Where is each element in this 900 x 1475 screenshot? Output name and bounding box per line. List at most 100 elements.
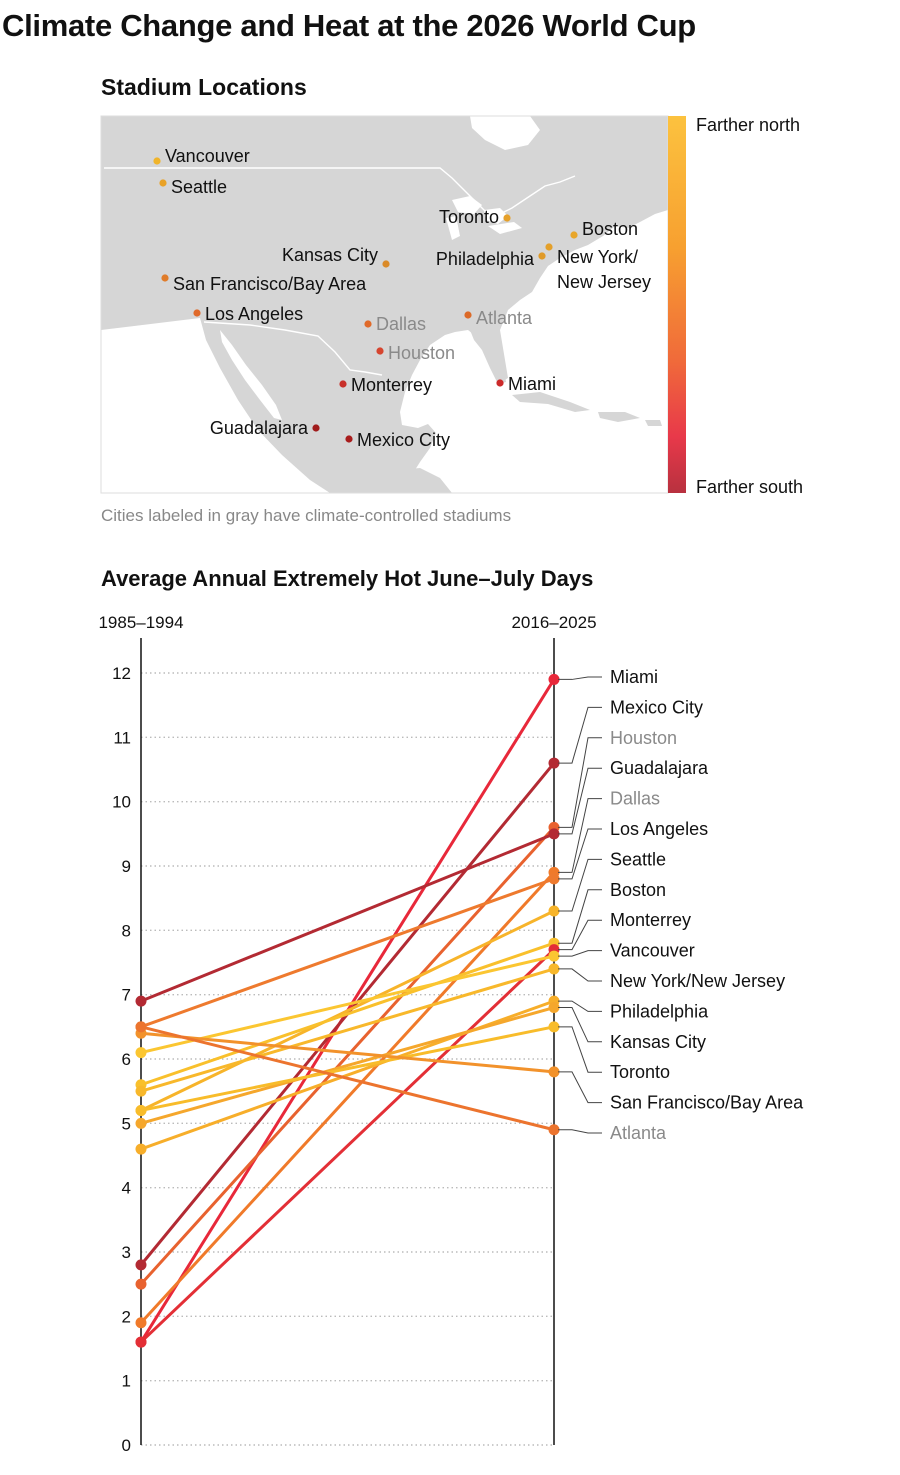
city-dot [464, 311, 472, 319]
label-leader [558, 1007, 602, 1043]
city-label: Mexico City [357, 430, 450, 450]
point-end [548, 1021, 560, 1033]
series-label: Guadalajara [610, 758, 709, 778]
city-label: Vancouver [165, 146, 250, 166]
label-leader [558, 798, 602, 873]
series-line [139, 1031, 556, 1074]
city-label: Miami [508, 374, 556, 394]
latitude-legend-bar [668, 116, 686, 493]
label-leader [558, 889, 602, 944]
label-leader [558, 968, 602, 982]
y-tick-label: 4 [122, 1179, 131, 1198]
label-leader [558, 950, 602, 957]
city-dot [153, 157, 161, 165]
x-label-right: 2016–2025 [511, 613, 596, 632]
y-tick-label: 8 [122, 921, 131, 940]
series-label: Philadelphia [610, 1001, 709, 1021]
point-start [135, 1047, 147, 1059]
point-end [548, 828, 560, 840]
series-label: Toronto [610, 1062, 670, 1082]
point-start [135, 1336, 147, 1348]
y-tick-label: 2 [122, 1307, 131, 1326]
city-label: Seattle [171, 177, 227, 197]
label-leader [558, 1026, 602, 1073]
city-label: Kansas City [282, 245, 378, 265]
series-line [139, 967, 556, 1093]
series-label: Boston [610, 880, 666, 900]
city-label: Houston [388, 343, 455, 363]
series-line [139, 1006, 556, 1125]
map-note: Cities labeled in gray have climate-cont… [101, 506, 512, 525]
city-dot [570, 231, 578, 239]
point-start [135, 1278, 147, 1290]
chart-title: Average Annual Extremely Hot June–July D… [101, 566, 594, 591]
y-tick-label: 9 [122, 857, 131, 876]
legend-bottom-label: Farther south [696, 477, 803, 497]
series-label: Dallas [610, 789, 660, 809]
point-start [135, 1117, 147, 1129]
label-leader [558, 737, 602, 828]
main-title: Climate Change and Heat at the 2026 Worl… [2, 8, 696, 43]
series-label: Miami [610, 667, 658, 687]
series-label: Mexico City [610, 697, 703, 717]
point-start [135, 1085, 147, 1097]
series-line [139, 954, 556, 1055]
point-end [548, 673, 560, 685]
series-line [139, 825, 556, 1286]
city-label: Atlanta [476, 308, 533, 328]
series-line [139, 909, 556, 1112]
city-dot [193, 309, 201, 317]
y-tick-label: 11 [113, 728, 131, 747]
label-leader [558, 1071, 602, 1104]
series-label: Atlanta [610, 1123, 667, 1143]
series-label: Seattle [610, 849, 666, 869]
series-label: Los Angeles [610, 819, 708, 839]
city-dot [545, 243, 553, 251]
series-label: Houston [610, 728, 677, 748]
city-dot [161, 274, 169, 282]
city-dot [159, 179, 167, 187]
label-leader [558, 1000, 602, 1012]
series-label: New York/New Jersey [610, 971, 785, 991]
y-tick-label: 12 [112, 664, 131, 683]
legend-top-label: Farther north [696, 115, 800, 135]
city-dot [382, 260, 390, 268]
city-label: New York/New Jersey [557, 247, 651, 292]
series-line [139, 870, 556, 1325]
series-label: San Francisco/Bay Area [610, 1093, 804, 1113]
label-leader [558, 767, 602, 835]
city-label: Boston [582, 219, 638, 239]
point-end [548, 873, 560, 885]
series-line [139, 832, 556, 1003]
series-line [139, 1025, 556, 1112]
point-end [548, 963, 560, 975]
series-line [139, 877, 556, 1029]
city-label: Toronto [439, 207, 499, 227]
point-start [135, 1021, 147, 1033]
point-end [548, 1124, 560, 1136]
point-start [135, 1104, 147, 1116]
series-label: Kansas City [610, 1032, 706, 1052]
x-label-left: 1985–1994 [98, 613, 183, 632]
label-leader [558, 1129, 602, 1134]
city-dot [364, 320, 372, 328]
y-tick-label: 10 [112, 793, 131, 812]
point-end [548, 950, 560, 962]
point-start [135, 1143, 147, 1155]
map-title: Stadium Locations [101, 74, 307, 100]
city-label: Philadelphia [436, 249, 535, 269]
city-dot [376, 347, 384, 355]
y-tick-label: 3 [122, 1243, 131, 1262]
city-dot [538, 252, 546, 260]
y-tick-label: 0 [122, 1436, 131, 1455]
city-label: Monterrey [351, 375, 432, 395]
label-leader [558, 858, 602, 912]
point-start [135, 1259, 147, 1271]
series-line [139, 1025, 556, 1132]
city-label: Guadalajara [210, 418, 309, 438]
stadium-map: Farther north Farther south Vancouver Sea… [100, 115, 803, 497]
y-tick-label: 1 [122, 1372, 131, 1391]
point-end [548, 1002, 560, 1014]
city-dot [339, 380, 347, 388]
